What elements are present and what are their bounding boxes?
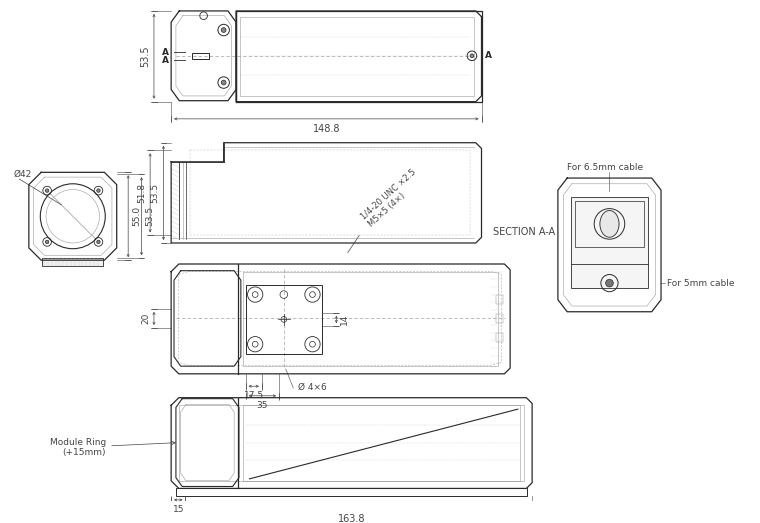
Circle shape [97, 189, 100, 192]
Bar [240, 17, 474, 96]
Text: 53.5: 53.5 [140, 46, 150, 67]
Ellipse shape [600, 211, 619, 237]
Bar [496, 333, 503, 343]
Text: 53.5: 53.5 [145, 206, 154, 226]
Text: A: A [162, 56, 169, 65]
Bar [192, 53, 209, 59]
Text: A: A [162, 48, 169, 56]
Bar [190, 150, 470, 235]
Text: 163.8: 163.8 [338, 514, 366, 523]
Circle shape [46, 240, 49, 244]
Text: Module Ring
(+15mm): Module Ring (+15mm) [50, 438, 176, 457]
Text: 55.0: 55.0 [132, 206, 141, 226]
Bar [496, 294, 503, 304]
Text: For 6.5mm cable: For 6.5mm cable [567, 163, 643, 173]
Bar [496, 314, 503, 323]
Circle shape [46, 189, 49, 192]
Text: 15: 15 [173, 505, 184, 514]
Circle shape [470, 54, 474, 58]
Circle shape [606, 279, 613, 287]
Text: SECTION A-A: SECTION A-A [493, 228, 555, 237]
Text: 17.5: 17.5 [244, 391, 264, 400]
Text: 1/4-20 UNC ×2.5
M5×5 (4×): 1/4-20 UNC ×2.5 M5×5 (4×) [359, 167, 425, 229]
Text: A: A [486, 51, 492, 60]
Text: 20: 20 [141, 313, 150, 324]
Bar [575, 201, 644, 247]
Bar [245, 285, 322, 354]
Bar [176, 488, 527, 496]
Text: Ø 4×6: Ø 4×6 [298, 383, 327, 392]
Text: 148.8: 148.8 [312, 123, 340, 133]
Text: 14: 14 [340, 314, 349, 325]
Bar [242, 271, 498, 366]
Circle shape [221, 28, 226, 32]
Text: 53.5: 53.5 [150, 183, 160, 203]
Circle shape [221, 80, 226, 85]
Bar [179, 405, 524, 481]
Text: 51.8: 51.8 [138, 183, 147, 203]
Bar [242, 405, 520, 481]
Text: For 5mm cable: For 5mm cable [667, 279, 734, 288]
Circle shape [97, 240, 100, 244]
Bar [43, 258, 103, 266]
Bar [572, 197, 648, 288]
Bar [236, 11, 482, 101]
Text: 35: 35 [257, 401, 268, 410]
Text: Ø42: Ø42 [14, 170, 32, 179]
